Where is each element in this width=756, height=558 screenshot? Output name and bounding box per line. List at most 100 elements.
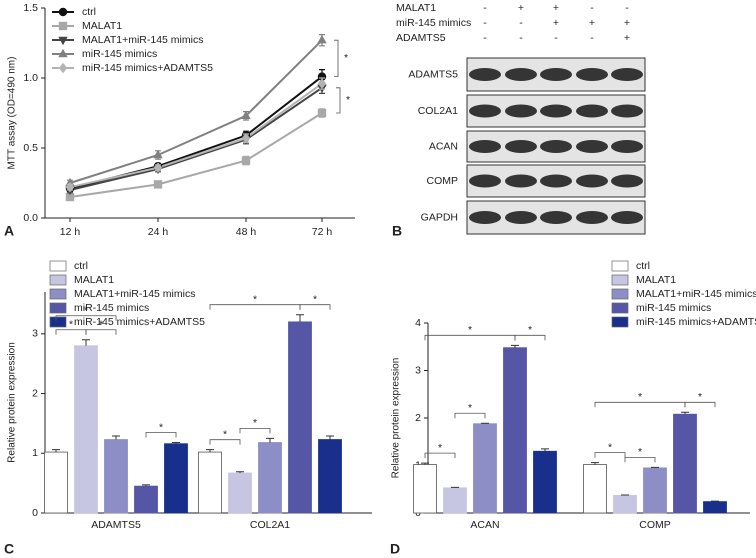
legend-swatch <box>611 288 629 300</box>
significance-label: * <box>253 293 257 305</box>
panel-letter: A <box>4 223 14 239</box>
significance-label: * <box>468 324 472 336</box>
significance-label: * <box>638 446 642 458</box>
significance-bracket <box>209 439 241 445</box>
marker <box>65 182 75 193</box>
bar <box>673 413 697 514</box>
legend-swatch <box>611 302 629 314</box>
condition-mark: - <box>519 32 523 44</box>
blot-band <box>469 104 501 118</box>
error-bar <box>266 437 274 443</box>
blot-band <box>505 68 537 81</box>
legend-label: MALAT1 <box>74 274 114 286</box>
error-bar <box>541 448 549 452</box>
y-tick-label: 2 <box>32 387 38 399</box>
blot-band <box>540 211 572 224</box>
legend-label: miR-145 mimics <box>82 48 157 60</box>
series-line <box>69 82 323 189</box>
legend-marker <box>58 62 68 74</box>
legend-swatch <box>49 288 67 300</box>
condition-mark: - <box>590 2 594 14</box>
blot-band <box>540 174 572 188</box>
legend-marker <box>58 21 68 31</box>
x-tick-label: COL2A1 <box>250 519 290 531</box>
blot-band <box>540 140 572 153</box>
x-tick-label: 48 h <box>236 226 257 238</box>
blot-band <box>576 140 608 153</box>
y-tick-label: 1 <box>32 447 38 459</box>
condition-label: ADAMTS5 <box>396 32 446 44</box>
blot-band <box>469 68 501 81</box>
significance-label: * <box>99 319 103 331</box>
bar <box>288 321 312 514</box>
blot-band <box>576 104 608 118</box>
legend-label: MALAT1+miR-145 mimics <box>636 288 756 300</box>
blot-band <box>505 211 537 224</box>
significance-bracket <box>684 401 716 408</box>
y-axis-label: Relative protein expression <box>391 358 402 479</box>
error-bar <box>172 442 180 444</box>
blot-band <box>611 211 643 224</box>
bar <box>703 501 727 514</box>
marker <box>317 108 327 118</box>
y-tick-label: 1.0 <box>23 72 38 84</box>
legend-label: miR-145 mimics+ADAMTS5 <box>636 316 756 328</box>
significance-label: * <box>253 417 257 429</box>
bar <box>134 485 158 514</box>
error-bar <box>326 435 334 440</box>
significance-bracket <box>514 334 546 341</box>
series-line <box>69 112 323 198</box>
significance-bracket <box>454 412 486 419</box>
bar <box>503 347 527 514</box>
error-bar <box>52 449 60 453</box>
error-bar <box>681 411 689 415</box>
panel-letter: D <box>390 541 400 557</box>
legend-swatch <box>611 316 629 328</box>
legend-swatch <box>611 260 629 272</box>
error-bar <box>236 471 244 473</box>
legend-label: MALAT1 <box>82 20 122 32</box>
band-label: GAPDH <box>421 211 458 223</box>
y-axis-label: Relative protein expression <box>7 342 18 463</box>
x-tick-label: 12 h <box>60 226 81 238</box>
bar <box>473 423 497 514</box>
y-tick-label: 1.5 <box>23 2 38 14</box>
y-axis-label: MTT assay (OD=490 nm) <box>7 57 18 170</box>
marker <box>153 180 163 189</box>
bar <box>443 487 467 514</box>
marker <box>317 35 327 44</box>
condition-mark: - <box>483 32 487 44</box>
marker <box>241 156 251 165</box>
blot-band <box>611 104 643 118</box>
significance-label: * <box>313 293 317 305</box>
bar <box>198 451 222 514</box>
series-line <box>69 39 323 184</box>
significance-label: * <box>608 441 612 453</box>
blot-band <box>611 68 643 81</box>
y-tick-label: 3 <box>32 328 38 340</box>
marker <box>241 133 251 144</box>
x-tick-label: COMP <box>639 519 671 531</box>
blot-band <box>505 104 537 118</box>
x-tick-label: ACAN <box>470 519 499 531</box>
condition-mark: - <box>590 32 594 44</box>
bar <box>318 439 342 514</box>
significance-label: * <box>346 94 350 106</box>
error-bar <box>112 435 120 440</box>
bar <box>228 472 252 514</box>
error-bar <box>421 462 429 465</box>
condition-mark: + <box>553 17 559 29</box>
legend-marker <box>58 7 68 17</box>
error-bar <box>82 339 90 346</box>
legend-label: miR-145 mimics+ADAMTS5 <box>74 316 205 328</box>
significance-label: * <box>223 428 227 440</box>
marker <box>153 149 163 159</box>
y-tick-label: 0.5 <box>23 142 38 154</box>
error-bar <box>296 314 304 322</box>
legend-swatch <box>49 274 67 286</box>
marker <box>153 162 163 173</box>
condition-mark: - <box>483 17 487 29</box>
error-bar <box>591 462 599 465</box>
panel-letter: C <box>4 541 14 557</box>
